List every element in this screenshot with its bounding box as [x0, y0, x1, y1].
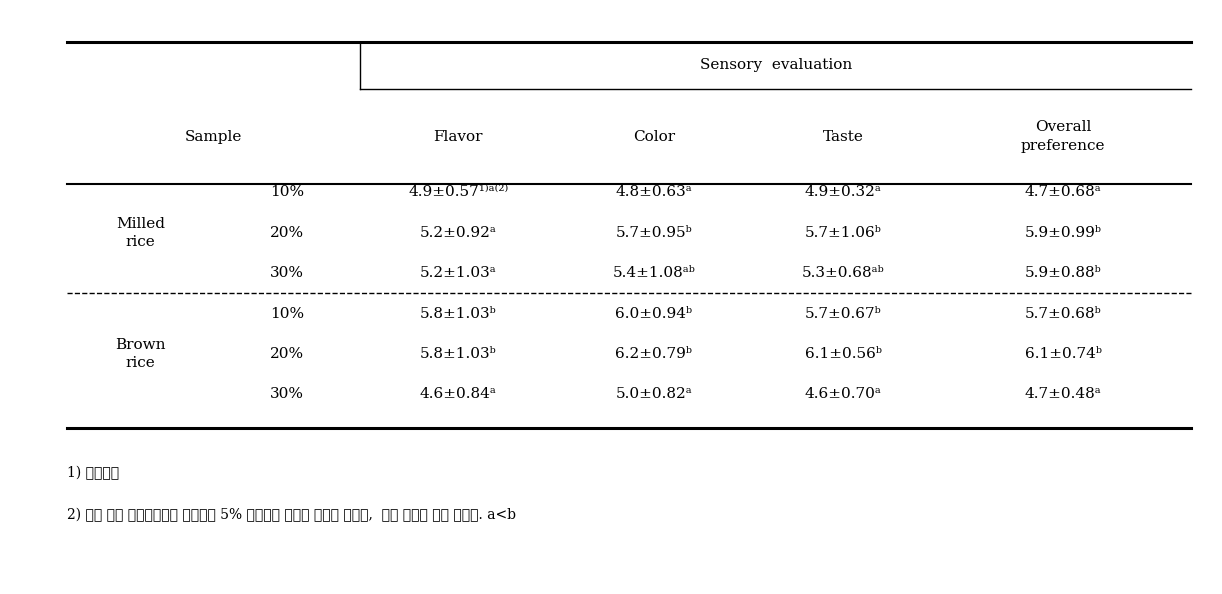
Text: 5.7±1.06ᵇ: 5.7±1.06ᵇ	[805, 226, 881, 240]
Text: 6.0±0.94ᵇ: 6.0±0.94ᵇ	[615, 307, 693, 321]
Text: Sample: Sample	[186, 129, 242, 144]
Text: 5.3±0.68ᵃᵇ: 5.3±0.68ᵃᵇ	[802, 266, 885, 280]
Text: Color: Color	[633, 129, 675, 144]
Text: 10%: 10%	[270, 307, 304, 321]
Text: 4.6±0.84ᵃ: 4.6±0.84ᵃ	[420, 387, 496, 402]
Text: 20%: 20%	[270, 347, 304, 361]
Text: 5.7±0.68ᵇ: 5.7±0.68ᵇ	[1025, 307, 1101, 321]
Text: 2) 유의 수준 표준편차동일 알파벳은 5% 수준에서 유의적 차이가 없으며,  평가 항목에 따른 통계임. a<b: 2) 유의 수준 표준편차동일 알파벳은 5% 수준에서 유의적 차이가 없으며…	[67, 508, 516, 522]
Text: 5.0±0.82ᵃ: 5.0±0.82ᵃ	[616, 387, 692, 402]
Text: 4.9±0.32ᵃ: 4.9±0.32ᵃ	[805, 185, 881, 200]
Text: 5.2±1.03ᵃ: 5.2±1.03ᵃ	[420, 266, 496, 280]
Text: 4.7±0.68ᵃ: 4.7±0.68ᵃ	[1025, 185, 1101, 200]
Text: 5.4±1.08ᵃᵇ: 5.4±1.08ᵃᵇ	[612, 266, 695, 280]
Text: 20%: 20%	[270, 226, 304, 240]
Text: Sensory  evaluation: Sensory evaluation	[700, 58, 852, 72]
Text: 5.2±0.92ᵃ: 5.2±0.92ᵃ	[420, 226, 496, 240]
Text: Flavor: Flavor	[434, 129, 483, 144]
Text: Taste: Taste	[822, 129, 864, 144]
Text: 30%: 30%	[270, 387, 304, 402]
Text: 5.9±0.99ᵇ: 5.9±0.99ᵇ	[1024, 226, 1102, 240]
Text: 4.9±0.57¹⁾ᵃ⁽²⁾: 4.9±0.57¹⁾ᵃ⁽²⁾	[408, 185, 508, 200]
Text: Milled
rice: Milled rice	[116, 217, 165, 249]
Text: 4.8±0.63ᵃ: 4.8±0.63ᵃ	[616, 185, 692, 200]
Text: 4.7±0.48ᵃ: 4.7±0.48ᵃ	[1025, 387, 1101, 402]
Text: 5.7±0.95ᵇ: 5.7±0.95ᵇ	[616, 226, 692, 240]
Text: 6.1±0.56ᵇ: 6.1±0.56ᵇ	[804, 347, 882, 361]
Text: 10%: 10%	[270, 185, 304, 200]
Text: 5.7±0.67ᵇ: 5.7±0.67ᵇ	[805, 307, 881, 321]
Text: 1) 표준편차: 1) 표준편차	[67, 466, 120, 481]
Text: 5.8±1.03ᵇ: 5.8±1.03ᵇ	[420, 307, 496, 321]
Text: 5.9±0.88ᵇ: 5.9±0.88ᵇ	[1025, 266, 1101, 280]
Text: 6.2±0.79ᵇ: 6.2±0.79ᵇ	[615, 347, 693, 361]
Text: Overall
preference: Overall preference	[1020, 121, 1106, 153]
Text: 5.8±1.03ᵇ: 5.8±1.03ᵇ	[420, 347, 496, 361]
Text: 6.1±0.74ᵇ: 6.1±0.74ᵇ	[1024, 347, 1102, 361]
Text: Brown
rice: Brown rice	[115, 338, 166, 370]
Text: 4.6±0.70ᵃ: 4.6±0.70ᵃ	[805, 387, 881, 402]
Text: 30%: 30%	[270, 266, 304, 280]
